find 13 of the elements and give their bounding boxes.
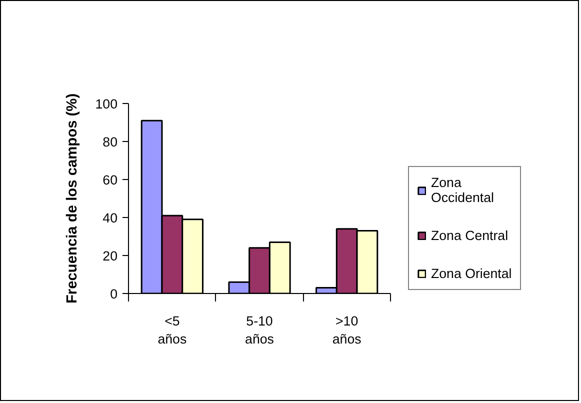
y-tick-label: 60: [102, 172, 118, 188]
y-axis-title: Frecuencia de los campos (%): [64, 93, 80, 304]
legend-label: Zona Central: [431, 227, 508, 243]
x-tick-label: >10 años: [332, 314, 362, 346]
x-tick-label: 5-10 años: [245, 314, 274, 346]
legend-label: Zona Oriental: [431, 265, 512, 281]
y-tick-label: 0: [110, 286, 118, 302]
y-tick-label: 100: [95, 96, 118, 112]
y-tick-label: 80: [102, 134, 118, 150]
x-tick-label: <5 años: [158, 314, 187, 346]
legend-label: Zona Occidental: [431, 175, 494, 205]
y-tick-label: 40: [102, 210, 118, 226]
y-tick-label: 20: [102, 248, 118, 264]
